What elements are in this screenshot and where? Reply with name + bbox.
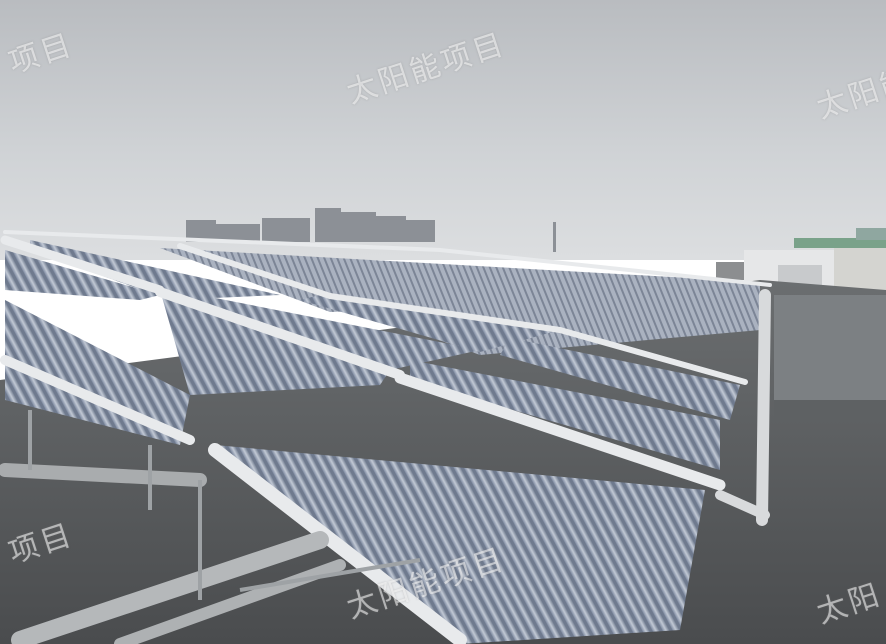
collector-bank-left [5, 240, 390, 445]
collector-bank-middle [180, 295, 740, 470]
front-collector [215, 445, 705, 644]
support-frame [28, 410, 421, 600]
sky [0, 0, 886, 260]
insulated-pipes [0, 289, 771, 644]
wet-walkway [774, 295, 886, 420]
distant-buildings [186, 208, 556, 252]
manifold-frames [0, 230, 772, 644]
